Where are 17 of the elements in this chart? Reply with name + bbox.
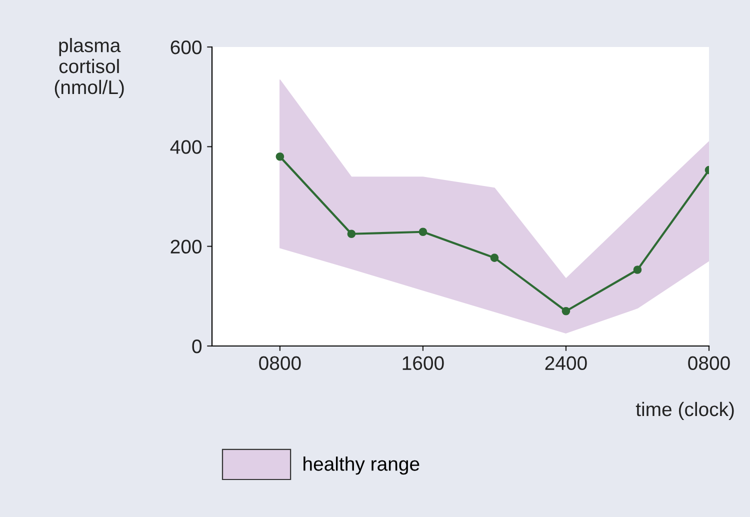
point [276,152,284,161]
point [562,306,570,316]
x-tick-label: 0800 [688,356,730,370]
point [490,254,499,262]
y-tick-label: 0 [192,339,202,354]
legend-label: healthy range [304,456,420,475]
y-tick-label: 400 [170,140,202,154]
y-tick-label: 600 [170,40,202,54]
point [633,266,642,274]
point [418,228,428,236]
y-axis-title: plasma cortisol (nmol/L) [54,38,124,98]
x-tick-label: 0800 [259,356,301,370]
x-tick-label: 2400 [545,356,587,370]
point [347,230,356,238]
y-tick-label: 200 [170,240,202,254]
x-axis-title: time (clock) [636,402,734,420]
x-tick-label: 1600 [402,356,444,370]
